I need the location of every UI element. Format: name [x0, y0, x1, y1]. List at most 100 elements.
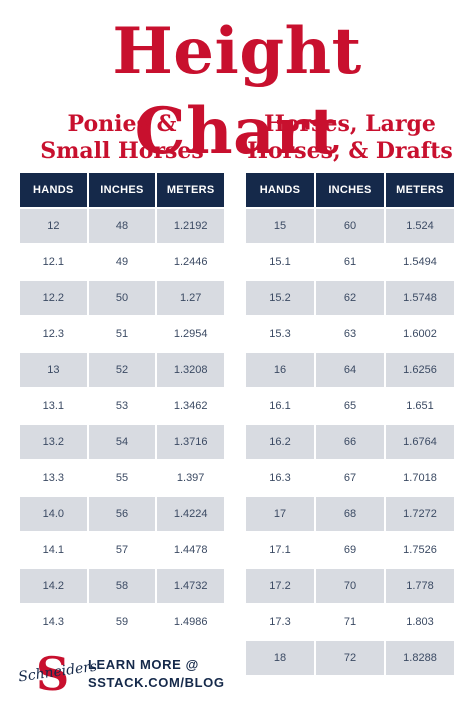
table-row: 17.2 70 1.778	[246, 569, 454, 603]
table-cell: 49	[88, 245, 156, 279]
footer: S Schneiders LEARN MORE @ SSTACK.COM/BLO…	[16, 648, 226, 700]
table-cell: 1.778	[386, 569, 454, 603]
table-row: 17.1 69 1.7526	[246, 533, 454, 567]
table-cell: 56	[88, 497, 156, 531]
table-row: 16.3 67 1.7018	[246, 461, 454, 495]
table-cell: 55	[88, 461, 156, 495]
table-cell: 70	[316, 569, 384, 603]
left-heading-line2: Small Horses	[40, 138, 204, 164]
table-cell: 17.2	[246, 569, 314, 603]
table-cell: 14.2	[20, 569, 87, 603]
table-cell: 1.5494	[386, 245, 454, 279]
table-cell: 57	[88, 533, 156, 567]
table-cell: 13.3	[20, 461, 87, 495]
table-cell: 71	[316, 605, 384, 639]
right-table-heading: Horses, Large Horses, & Drafts	[244, 111, 456, 165]
table-row: 16 64 1.6256	[246, 353, 454, 387]
table-row: 17 68 1.7272	[246, 497, 454, 531]
table-cell: 1.4478	[157, 533, 224, 567]
column-header: INCHES	[316, 173, 384, 207]
cta-line1: LEARN MORE @	[88, 657, 199, 672]
table-cell: 63	[316, 317, 384, 351]
table-cell: 13.1	[20, 389, 87, 423]
table-cell: 1.4224	[157, 497, 224, 531]
table-row: 14.3 59 1.4986	[20, 605, 224, 639]
table-cell: 1.6256	[386, 353, 454, 387]
table-cell: 12.3	[20, 317, 87, 351]
table-cell: 65	[316, 389, 384, 423]
table-cell: 1.3208	[157, 353, 224, 387]
table-cell: 53	[88, 389, 156, 423]
table-cell: 17.3	[246, 605, 314, 639]
table-row: 14.0 56 1.4224	[20, 497, 224, 531]
table-cell: 13.2	[20, 425, 87, 459]
table-cell: 16.2	[246, 425, 314, 459]
table-cell: 1.7018	[386, 461, 454, 495]
table-cell: 1.397	[157, 461, 224, 495]
table-cell: 18	[246, 641, 314, 675]
table-row: 16.2 66 1.6764	[246, 425, 454, 459]
table-cell: 1.803	[386, 605, 454, 639]
table-cell: 1.7526	[386, 533, 454, 567]
table-cell: 15.1	[246, 245, 314, 279]
logo-letter: S	[36, 647, 70, 701]
table-row: 14.1 57 1.4478	[20, 533, 224, 567]
table-cell: 1.7272	[386, 497, 454, 531]
table-row: 12.3 51 1.2954	[20, 317, 224, 351]
table-cell: 16	[246, 353, 314, 387]
table-cell: 68	[316, 497, 384, 531]
column-header: HANDS	[20, 173, 87, 207]
table-row: 15.3 63 1.6002	[246, 317, 454, 351]
table-cell: 69	[316, 533, 384, 567]
table-cell: 64	[316, 353, 384, 387]
schneiders-logo: S Schneiders	[16, 648, 98, 700]
table-cell: 51	[88, 317, 156, 351]
table-cell: 1.2446	[157, 245, 224, 279]
table-row: 14.2 58 1.4732	[20, 569, 224, 603]
table-row: 12.2 50 1.27	[20, 281, 224, 315]
column-header: METERS	[157, 173, 224, 207]
table-cell: 15.2	[246, 281, 314, 315]
table-row: 12 48 1.2192	[20, 209, 224, 243]
table-row: 15.2 62 1.5748	[246, 281, 454, 315]
table-cell: 1.2954	[157, 317, 224, 351]
table-cell: 48	[88, 209, 156, 243]
table-cell: 1.524	[386, 209, 454, 243]
table-cell: 17	[246, 497, 314, 531]
table-row: 13 52 1.3208	[20, 353, 224, 387]
table-cell: 1.6764	[386, 425, 454, 459]
learn-more-link[interactable]: LEARN MORE @ SSTACK.COM/BLOG	[88, 656, 225, 692]
table-cell: 66	[316, 425, 384, 459]
left-table-heading: Ponies & Small Horses	[18, 111, 226, 165]
table-cell: 52	[88, 353, 156, 387]
table-row: 15 60 1.524	[246, 209, 454, 243]
table-cell: 62	[316, 281, 384, 315]
table-cell: 1.8288	[386, 641, 454, 675]
table-cell: 1.3462	[157, 389, 224, 423]
table-cell: 1.6002	[386, 317, 454, 351]
table-header-row: HANDS INCHES METERS	[246, 173, 454, 207]
table-cell: 1.4986	[157, 605, 224, 639]
table-row: 16.1 65 1.651	[246, 389, 454, 423]
table-cell: 1.5748	[386, 281, 454, 315]
table-row: 13.3 55 1.397	[20, 461, 224, 495]
table-cell: 67	[316, 461, 384, 495]
cta-line2: SSTACK.COM/BLOG	[88, 675, 225, 690]
table-cell: 14.0	[20, 497, 87, 531]
page-title: Height Chart	[112, 14, 362, 169]
table-cell: 59	[88, 605, 156, 639]
horses-height-table: HANDS INCHES METERS 15 60 1.524 15.1 61 1.549…	[244, 171, 456, 677]
right-heading-line1: Horses, Large	[264, 111, 436, 137]
table-row: 12.1 49 1.2446	[20, 245, 224, 279]
column-header: HANDS	[246, 173, 314, 207]
table-row: 13.1 53 1.3462	[20, 389, 224, 423]
table-cell: 15	[246, 209, 314, 243]
table-cell: 14.1	[20, 533, 87, 567]
table-cell: 16.3	[246, 461, 314, 495]
table-cell: 72	[316, 641, 384, 675]
table-cell: 1.4732	[157, 569, 224, 603]
table-row: 18 72 1.8288	[246, 641, 454, 675]
table-row: 17.3 71 1.803	[246, 605, 454, 639]
table-cell: 16.1	[246, 389, 314, 423]
table-cell: 60	[316, 209, 384, 243]
